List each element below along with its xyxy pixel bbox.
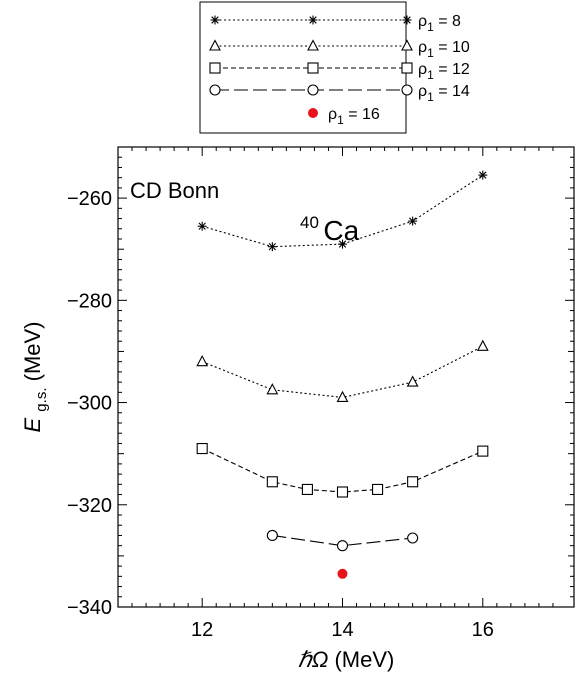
triangle-marker [307,39,319,51]
series-layer [196,170,489,579]
nucleus-label: 40 Ca [300,213,360,246]
square-marker [266,476,278,488]
triangle-marker [266,383,279,395]
square-marker [196,443,208,455]
triangle-marker [406,375,419,387]
x-tick-label: 12 [191,619,213,641]
square-marker [401,62,413,74]
series-1 [197,170,488,252]
x-tick-label: 14 [331,619,353,641]
star-marker [402,15,412,25]
y-axis-label-unit: (MeV) [20,321,45,381]
square-marker [301,483,313,495]
series-line [201,345,484,399]
y-tick-label: −320 [67,495,112,517]
series-5 [337,568,348,579]
triangle-marker [401,39,413,51]
circle-marker [209,84,221,96]
tick-labels: 12 14 16 −340 −320 −300 −280 −260 [67,188,494,641]
legend-label: ρ1 = 8 [418,13,461,34]
y-axis-label: E g.s. (MeV) [20,321,51,432]
y-tick-label: −300 [67,393,112,415]
square-marker [209,62,221,74]
legend-label: ρ1 = 16 [328,106,380,127]
series-2 [196,339,489,402]
star-marker [478,170,488,180]
x-tick-label: 16 [472,619,494,641]
axis-ticks [118,147,574,608]
legend-label: ρ1 = 12 [418,61,470,82]
nucleus-mass: 40 [300,213,319,232]
square-marker [407,476,419,488]
x-axis-label: ℏΩ (MeV) [298,647,395,672]
legend-label: ρ1 = 14 [418,83,470,104]
star-marker [197,221,207,231]
nucleus-symbol: Ca [323,215,359,246]
series-line [201,448,484,493]
series-4 [266,529,419,552]
y-tick-label: −260 [67,188,112,210]
square-marker [336,486,349,498]
filled-circle-marker [337,568,348,579]
series-3 [196,443,489,498]
legend-entry: ρ1 = 16 [308,106,380,127]
star-marker [337,239,347,249]
triangle-marker [476,339,489,351]
triangle-marker [196,354,209,367]
star-marker [408,216,418,226]
filled-circle-marker [308,108,318,118]
y-axis-label-symbol: E [20,418,45,433]
triangle-marker [209,39,221,51]
triangle-marker [336,390,349,402]
circle-marker [407,532,419,544]
x-axis-label-unit: (MeV) [334,647,394,672]
y-tick-label: −280 [67,290,112,312]
legend-entry: ρ1 = 12 [209,61,470,82]
star-marker [210,15,220,25]
legend-entry: ρ1 = 14 [209,83,470,104]
circle-marker [401,84,413,96]
circle-marker [307,84,319,96]
x-axis-label-symbol: ℏΩ [298,647,329,672]
circle-marker [336,540,349,552]
square-marker [477,445,489,457]
square-marker [372,483,384,495]
star-marker [267,242,277,252]
legend-entry: ρ1 = 10 [209,39,470,60]
circle-marker [266,529,278,541]
legend-label: ρ1 = 10 [418,39,470,60]
square-marker [307,62,319,74]
star-marker [308,15,318,25]
plot-frame [117,146,575,608]
interaction-label: CD Bonn [130,178,219,203]
legend-entry: ρ1 = 8 [210,13,461,34]
y-tick-label: −340 [67,597,112,619]
y-axis-label-sub: g.s. [33,388,50,412]
